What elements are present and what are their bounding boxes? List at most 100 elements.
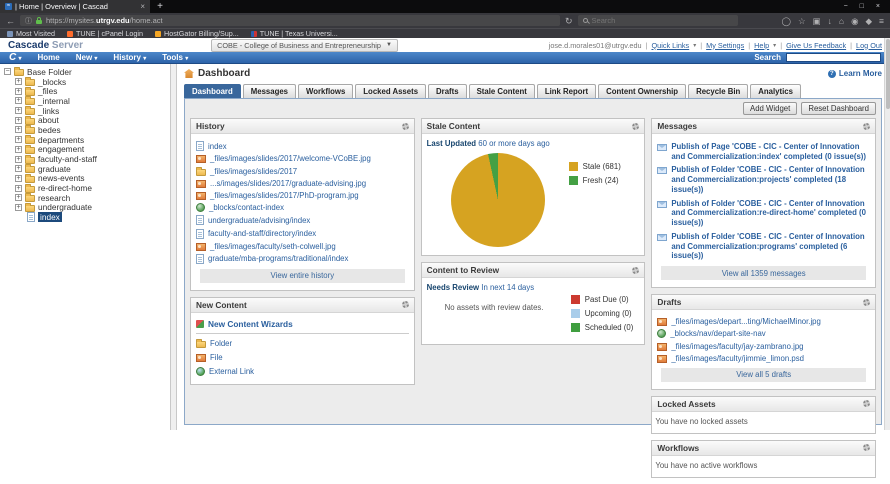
menu-icon[interactable]: ≡ — [879, 15, 884, 26]
tree-folder-re-direct-home[interactable]: + re-direct-home — [15, 183, 92, 194]
url-input[interactable]: ⓘ https://mysites.utrgv.edu/home.act — [20, 15, 560, 26]
new-folder-link[interactable]: Folder — [196, 338, 409, 348]
last-updated-link[interactable]: Last Updated — [426, 139, 477, 148]
tab-messages[interactable]: Messages — [242, 84, 297, 98]
close-window-button[interactable]: × — [875, 3, 880, 10]
tree-folder-faculty-and-staff[interactable]: + faculty-and-staff — [15, 154, 97, 165]
tab-stale-content[interactable]: Stale Content — [468, 84, 535, 98]
home-icon[interactable]: ⌂ — [838, 15, 845, 26]
new-file-link[interactable]: File — [196, 353, 409, 362]
tab-link-report[interactable]: Link Report — [536, 84, 597, 98]
draft-item[interactable]: _files/images/faculty/jay-zambrano.jpg — [657, 342, 870, 351]
tree-page-index-selected[interactable]: index — [4, 212, 170, 223]
gear-icon[interactable] — [632, 122, 640, 130]
expand-icon[interactable]: + — [15, 136, 22, 144]
sidebar-splitter[interactable] — [170, 64, 177, 430]
expand-icon[interactable]: + — [15, 126, 22, 134]
expand-icon[interactable]: + — [15, 184, 22, 192]
history-item[interactable]: undergraduate/advising/index — [196, 215, 409, 226]
quick-links-menu[interactable]: Quick Links — [651, 40, 690, 50]
browser-tab[interactable]: ≈ | Home | Overview | Cascad × — [0, 0, 150, 13]
message-item[interactable]: Publish of Folder 'COBE - CIC - Center o… — [657, 199, 870, 228]
history-item[interactable]: graduate/mba-programs/traditional/index — [196, 253, 409, 264]
message-item[interactable]: Publish of Page 'COBE - CIC - Center of … — [657, 142, 870, 161]
history-item[interactable]: _blocks/contact-index — [196, 203, 409, 213]
history-item[interactable]: _files/images/slides/2017/PhD-program.jp… — [196, 191, 409, 200]
draft-item[interactable]: _files/images/faculty/jimmie_limon.psd — [657, 354, 870, 363]
view-entire-history-button[interactable]: View entire history — [200, 268, 405, 283]
expand-icon[interactable]: + — [15, 145, 22, 153]
history-item[interactable]: _files/images/slides/2017 — [196, 166, 409, 176]
my-settings-link[interactable]: My Settings — [706, 40, 745, 50]
browser-search-box[interactable] — [577, 15, 738, 26]
site-info-icon[interactable]: ⓘ — [25, 17, 32, 25]
shield-icon[interactable]: ◆ — [865, 15, 873, 26]
needs-review-link[interactable]: Needs Review — [426, 283, 480, 292]
bookmark-most-visited[interactable]: Most Visited — [7, 29, 55, 38]
expand-icon[interactable]: + — [15, 203, 22, 211]
cms-search-input[interactable] — [786, 53, 881, 62]
tab-workflows[interactable]: Workflows — [298, 84, 354, 98]
tab-locked-assets[interactable]: Locked Assets — [355, 84, 427, 98]
gear-icon[interactable] — [863, 400, 871, 408]
gear-icon[interactable] — [863, 298, 871, 306]
new-tab-button[interactable]: + — [157, 1, 163, 12]
tree-folder-research[interactable]: + research — [15, 192, 71, 203]
tree-folder-engagement[interactable]: + engagement — [15, 144, 85, 155]
gear-icon[interactable] — [632, 266, 640, 274]
tree-folder-undergraduate[interactable]: + undergraduate — [15, 202, 92, 213]
expand-icon[interactable]: + — [15, 174, 22, 182]
gear-icon[interactable] — [401, 122, 409, 130]
tree-root-base-folder[interactable]: − Base Folder — [4, 66, 72, 77]
scrollbar-thumb[interactable] — [886, 39, 890, 109]
collapse-icon[interactable]: − — [4, 68, 11, 76]
history-item[interactable]: _files/images/faculty/seth-colwell.jpg — [196, 242, 409, 251]
nav-new-menu[interactable]: New ▾ — [75, 53, 98, 62]
tree-folder-news-events[interactable]: + news-events — [15, 173, 85, 184]
reset-dashboard-button[interactable]: Reset Dashboard — [801, 102, 876, 115]
view-all-drafts-button[interactable]: View all 5 drafts — [661, 367, 867, 382]
tree-folder-files[interactable]: + _files — [15, 86, 58, 97]
draft-item[interactable]: _blocks/nav/depart-site-nav — [657, 329, 870, 339]
gear-icon[interactable] — [863, 122, 871, 130]
tab-analytics[interactable]: Analytics — [750, 84, 801, 98]
expand-icon[interactable]: + — [15, 97, 22, 105]
expand-icon[interactable]: + — [15, 155, 22, 163]
nav-tools-menu[interactable]: Tools ▾ — [162, 53, 189, 62]
page-tools-wrench-icon[interactable]: ◯ — [781, 15, 792, 26]
cascade-c-menu[interactable]: C ▾ — [9, 52, 22, 63]
gear-icon[interactable] — [863, 444, 871, 452]
expand-icon[interactable]: + — [15, 107, 22, 115]
tree-folder-graduate[interactable]: + graduate — [15, 163, 71, 174]
nav-history-menu[interactable]: History ▾ — [113, 53, 147, 62]
tab-content-ownership[interactable]: Content Ownership — [598, 84, 687, 98]
gear-icon[interactable] — [401, 301, 409, 309]
back-button-icon[interactable]: ← — [6, 15, 15, 26]
view-all-messages-button[interactable]: View all 1359 messages — [661, 266, 867, 281]
new-content-wizards-link[interactable]: New Content Wizards — [196, 317, 409, 334]
tree-folder-about[interactable]: + about — [15, 115, 59, 126]
history-item[interactable]: _files/images/slides/2017/welcome-VCoBE.… — [196, 154, 409, 164]
draft-item[interactable]: _files/images/depart...ting/MichaelMinor… — [657, 317, 870, 327]
expand-icon[interactable]: + — [15, 87, 22, 95]
reload-button-icon[interactable]: ↻ — [565, 15, 573, 26]
ghostery-icon[interactable]: ◉ — [851, 15, 859, 26]
browser-search-input[interactable] — [591, 16, 733, 25]
history-item[interactable]: faculty-and-staff/directory/index — [196, 228, 409, 239]
history-item[interactable]: ...s/images/slides/2017/graduate-advisin… — [196, 179, 409, 188]
tree-folder-departments[interactable]: + departments — [15, 134, 85, 145]
bookmark-hostgator[interactable]: HostGator Billing/Sup... — [155, 29, 239, 38]
expand-icon[interactable]: + — [15, 116, 22, 124]
history-item[interactable]: index — [196, 141, 409, 152]
message-item[interactable]: Publish of Folder 'COBE - CIC - Center o… — [657, 165, 870, 194]
help-menu[interactable]: Help — [754, 40, 770, 50]
add-widget-button[interactable]: Add Widget — [743, 102, 798, 115]
tree-folder-links[interactable]: + _links — [15, 105, 60, 116]
feedback-link[interactable]: Give Us Feedback — [786, 40, 847, 50]
learn-more-link[interactable]: ? Learn More — [827, 69, 882, 78]
tree-folder-bedes[interactable]: + bedes — [15, 124, 61, 135]
message-item[interactable]: Publish of Folder 'COBE - CIC - Center o… — [657, 232, 870, 261]
close-tab-icon[interactable]: × — [140, 2, 145, 11]
minimize-button[interactable]: − — [843, 3, 848, 10]
page-scrollbar[interactable] — [884, 38, 890, 430]
